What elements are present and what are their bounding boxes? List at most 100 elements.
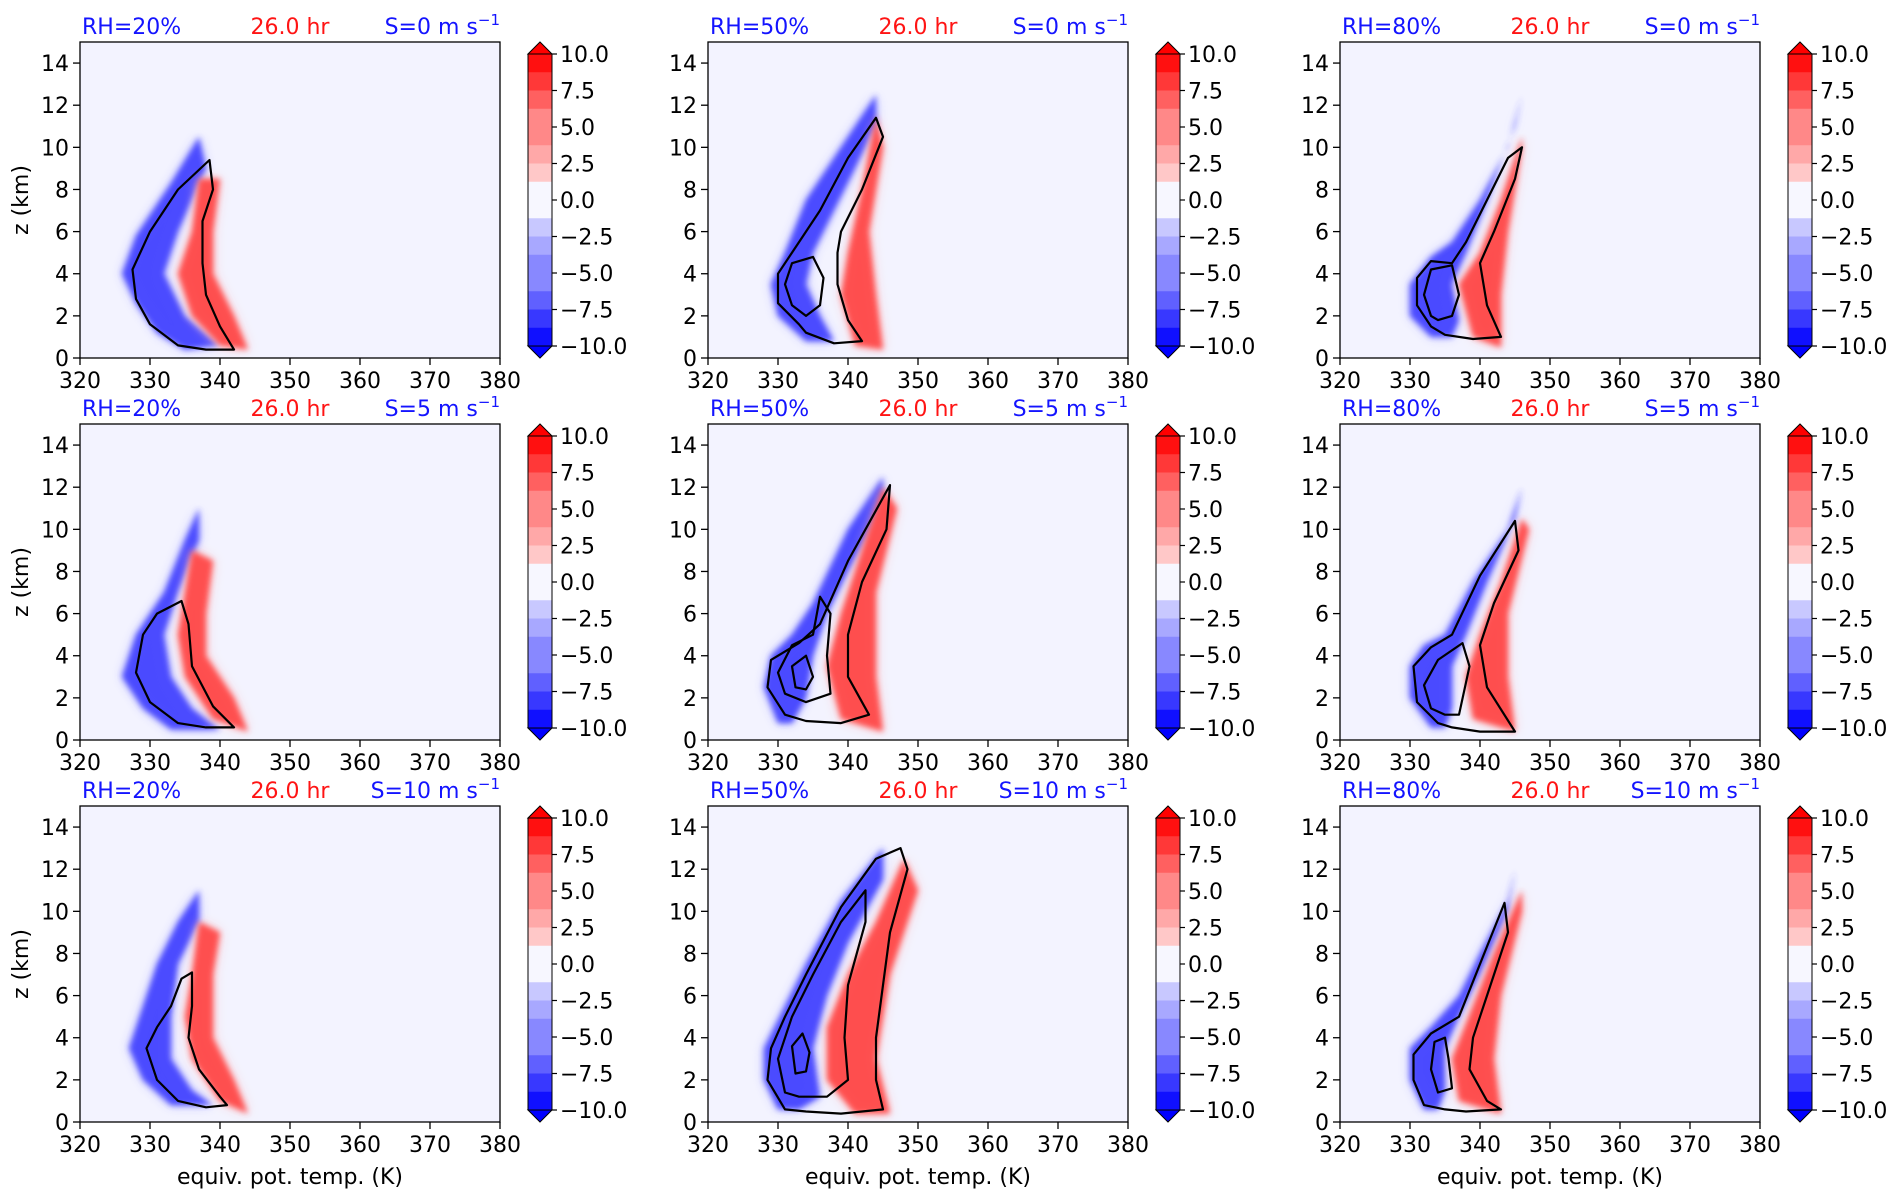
colorbar-bin <box>1156 309 1180 329</box>
colorbar: 10.0 7.5 5.0 2.5 0.0 −2.5 −5.0 −7.5 −10.0 <box>526 423 627 742</box>
colorbar-bin <box>528 655 552 674</box>
colorbar-bin <box>1156 945 1180 965</box>
x-tick-label: 380 <box>1739 1133 1781 1158</box>
colorbar-bin <box>1156 1000 1180 1020</box>
colorbar-bin <box>1156 163 1180 183</box>
positive-anomaly-core <box>178 178 248 350</box>
colorbar-tick-label: 10.0 <box>1188 425 1237 450</box>
colorbar-tick-label: −7.5 <box>560 1063 613 1088</box>
colorbar-tick-label: 10.0 <box>1820 43 1869 68</box>
x-tick-label: 360 <box>967 751 1009 776</box>
colorbar-tick-label: 5.0 <box>1820 116 1855 141</box>
y-tick-label: 0 <box>55 729 69 754</box>
contour-line <box>1429 1036 1454 1094</box>
colorbar-bin <box>1788 545 1812 565</box>
x-tick-label: 370 <box>1037 1133 1079 1158</box>
x-tick-label: 380 <box>1107 369 1149 394</box>
colorbar-bin <box>1788 1055 1812 1074</box>
colorbar-bin <box>1156 291 1180 310</box>
colorbar-tick-label: 2.5 <box>560 153 595 178</box>
y-axis-label: z (km) <box>9 165 34 235</box>
colorbar-bin <box>1156 454 1180 473</box>
x-tick-label: 340 <box>827 369 869 394</box>
shear-label-text: S=10 m s <box>1631 779 1738 804</box>
colorbar-bin <box>1788 982 1812 1001</box>
y-tick-label: 14 <box>41 52 69 77</box>
time-label: 26.0 hr <box>251 397 331 422</box>
x-axis-label: equiv. pot. temp. (K) <box>177 1165 403 1190</box>
colorbar-bin <box>1156 982 1180 1001</box>
colorbar-bin <box>528 454 552 473</box>
y-tick-label: 14 <box>669 434 697 459</box>
x-tick-label: 320 <box>687 751 729 776</box>
colorbar-tick-label: −5.0 <box>1820 1026 1873 1051</box>
shear-label-text: S=10 m s <box>371 779 478 804</box>
y-tick-label: 12 <box>669 858 697 883</box>
colorbar-bin <box>1788 72 1812 91</box>
y-tick-label: 6 <box>1315 603 1329 628</box>
shear-label-text: S=5 m s <box>385 397 478 422</box>
colorbar-tick-label: 5.0 <box>1820 880 1855 905</box>
colorbar-bin <box>1788 600 1812 619</box>
colorbar-bin <box>528 854 552 874</box>
y-tick-label: 6 <box>683 221 697 246</box>
colorbar-tick-label: −5.0 <box>1188 262 1241 287</box>
colorbar-tick-label: −5.0 <box>1820 644 1873 669</box>
colorbar-bin <box>1788 108 1812 128</box>
colorbar-bin <box>1788 90 1812 110</box>
x-tick-label: 350 <box>1529 751 1571 776</box>
colorbar-bin <box>1788 673 1812 692</box>
colorbar-bin <box>1156 436 1180 455</box>
colorbar-bin <box>1156 273 1180 292</box>
y-tick-label: 2 <box>683 1069 697 1094</box>
colorbar-extend-max <box>526 423 554 437</box>
colorbar-tick-label: −7.5 <box>1188 681 1241 706</box>
x-tick-label: 330 <box>757 751 799 776</box>
colorbar-bin <box>528 218 552 237</box>
colorbar-bin <box>1156 90 1180 110</box>
colorbar-tick-label: −10.0 <box>560 335 627 360</box>
y-tick-label: 14 <box>1301 816 1329 841</box>
colorbar-tick-label: 0.0 <box>1820 189 1855 214</box>
x-tick-label: 350 <box>269 369 311 394</box>
colorbar-tick-label: 5.0 <box>1188 498 1223 523</box>
anomaly-field <box>122 508 248 732</box>
time-label: 26.0 hr <box>1511 15 1591 40</box>
y-tick-label: 8 <box>55 178 69 203</box>
colorbar-tick-label: −2.5 <box>1188 608 1241 633</box>
shear-label: S=0 m s−1 <box>1013 11 1128 40</box>
colorbar-bin <box>528 909 552 928</box>
colorbar-bin <box>1788 472 1812 492</box>
colorbar-bin <box>528 673 552 692</box>
colorbar-bin <box>528 509 552 528</box>
colorbar-tick-label: −2.5 <box>1820 990 1873 1015</box>
colorbar-bin <box>528 436 552 455</box>
colorbar-tick-label: 2.5 <box>1188 153 1223 178</box>
y-tick-label: 4 <box>1315 645 1329 670</box>
colorbar-bin <box>1788 891 1812 910</box>
colorbar-bin <box>1156 563 1180 583</box>
rh-label: RH=50% <box>710 397 809 422</box>
shear-label: S=10 m s−1 <box>371 775 500 804</box>
y-tick-label: 4 <box>683 263 697 288</box>
colorbar-extend-max <box>1154 41 1182 55</box>
y-tick-label: 6 <box>1315 985 1329 1010</box>
y-tick-label: 0 <box>55 1111 69 1136</box>
colorbar-tick-label: 5.0 <box>560 498 595 523</box>
panel-8: 320 330 340 350 360 370 380 0 2 4 6 8 10 12 14 RH=50% 26… <box>669 775 1255 1190</box>
colorbar-bin <box>528 872 552 892</box>
y-tick-label: 6 <box>55 603 69 628</box>
colorbar-bin <box>1156 673 1180 692</box>
colorbar-bin <box>528 1018 552 1038</box>
colorbar-bin <box>1788 636 1812 656</box>
colorbar-bin <box>528 90 552 110</box>
colorbar-bin <box>1156 691 1180 711</box>
colorbar-bin <box>528 236 552 256</box>
colorbar-extend-min <box>1786 1109 1814 1123</box>
colorbar-bin <box>528 108 552 128</box>
y-tick-label: 14 <box>669 52 697 77</box>
shear-label-text: S=0 m s <box>1645 15 1738 40</box>
y-tick-label: 8 <box>683 942 697 967</box>
colorbar-tick-label: 0.0 <box>1188 189 1223 214</box>
